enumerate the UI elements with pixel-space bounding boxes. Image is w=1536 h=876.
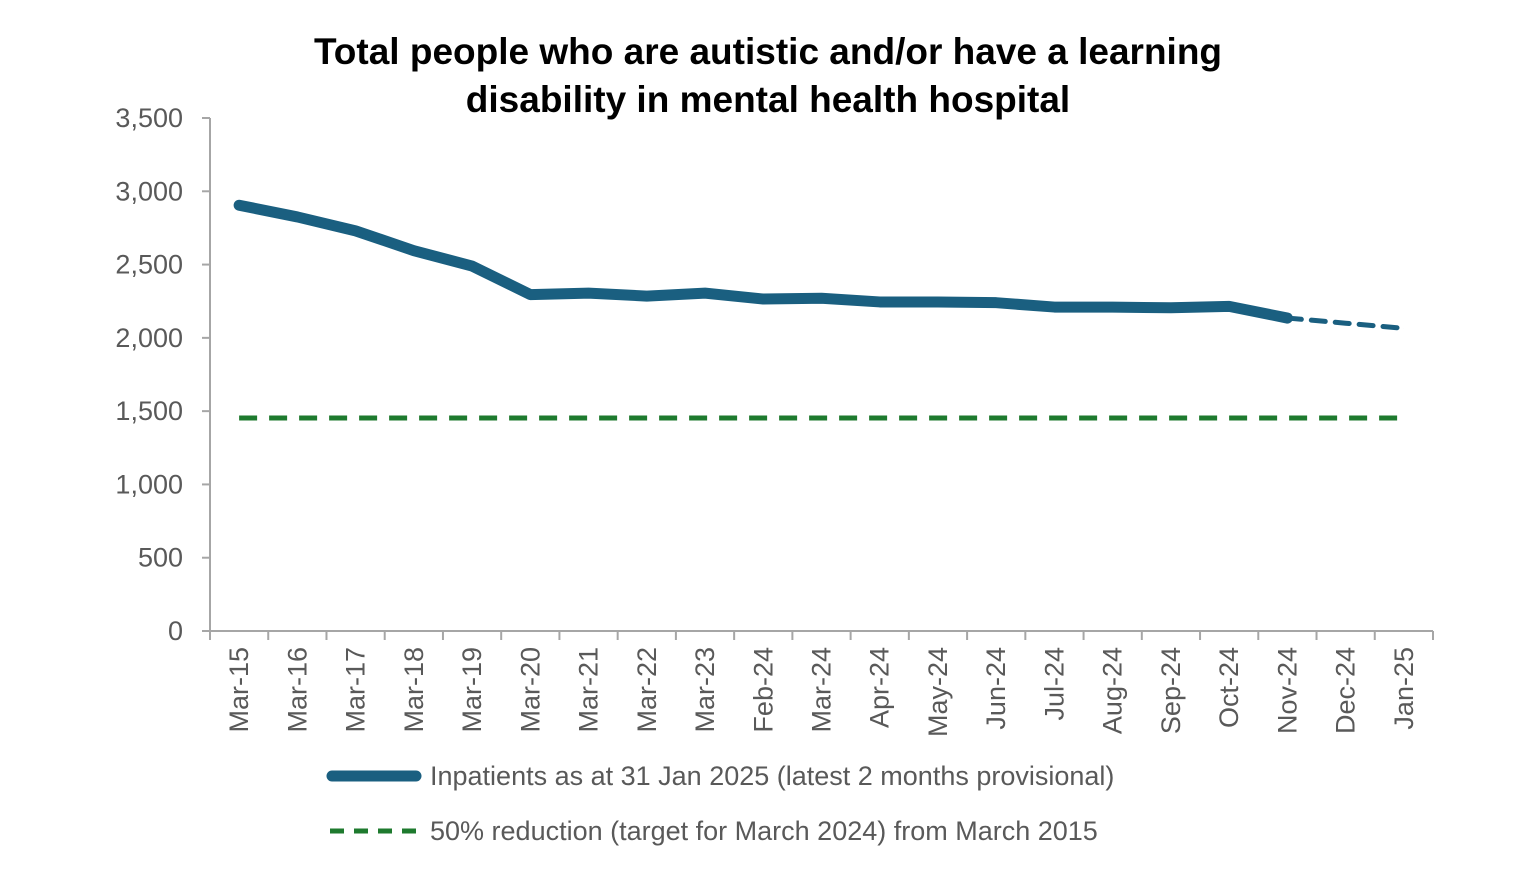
x-tick-label: Sep-24 — [1156, 647, 1186, 734]
x-tick-label: Apr-24 — [865, 647, 895, 728]
y-tick-label: 3,000 — [115, 176, 183, 206]
chart-title-line-1: Total people who are autistic and/or hav… — [313, 31, 1223, 72]
y-tick-label: 3,500 — [115, 103, 183, 133]
x-tick-label: Mar-17 — [341, 647, 371, 733]
legend-label-target: 50% reduction (target for March 2024) fr… — [430, 815, 1098, 846]
legend-swatch-target — [330, 828, 420, 834]
x-tick-label: Mar-16 — [282, 647, 312, 733]
x-tick-label: Mar-21 — [574, 647, 604, 733]
x-tick-label: Mar-24 — [807, 647, 837, 733]
series-inpatients-line — [233, 199, 1293, 324]
x-tick-label: Mar-20 — [515, 647, 545, 733]
x-tick-label: Aug-24 — [1098, 647, 1128, 734]
y-tick-label: 1,500 — [115, 396, 183, 426]
x-tick-label: May-24 — [923, 647, 953, 737]
legend-item-inpatients: Inpatients as at 31 Jan 2025 (latest 2 m… — [326, 756, 1114, 796]
chart-title: Total people who are autistic and/or hav… — [0, 28, 1536, 124]
legend-label-inpatients: Inpatients as at 31 Jan 2025 (latest 2 m… — [430, 760, 1115, 791]
y-tick-label: 2,500 — [115, 250, 183, 280]
legend-swatch-inpatients — [326, 770, 422, 782]
y-tick-label: 500 — [138, 543, 183, 573]
x-tick-label: Dec-24 — [1331, 647, 1361, 734]
x-tick-label: Nov-24 — [1272, 647, 1302, 734]
x-tick-label: Mar-19 — [457, 647, 487, 733]
x-tick-label: Jan-25 — [1389, 647, 1419, 730]
x-tick-label: Jun-24 — [981, 647, 1011, 730]
legend-item-target: 50% reduction (target for March 2024) fr… — [326, 811, 1098, 851]
x-tick-label: Mar-23 — [690, 647, 720, 733]
x-tick-label: Mar-15 — [224, 647, 254, 733]
x-tick-label: Jul-24 — [1039, 647, 1069, 721]
y-tick-label: 1,000 — [115, 469, 183, 499]
y-tick-label: 2,000 — [115, 323, 183, 353]
chart-title-line-2: disability in mental health hospital — [465, 79, 1071, 120]
x-tick-label: Mar-18 — [399, 647, 429, 733]
x-tick-label: Feb-24 — [748, 647, 778, 733]
y-tick-label: 0 — [168, 616, 183, 646]
x-tick-label: Oct-24 — [1214, 647, 1244, 728]
x-tick-label: Mar-22 — [632, 647, 662, 733]
